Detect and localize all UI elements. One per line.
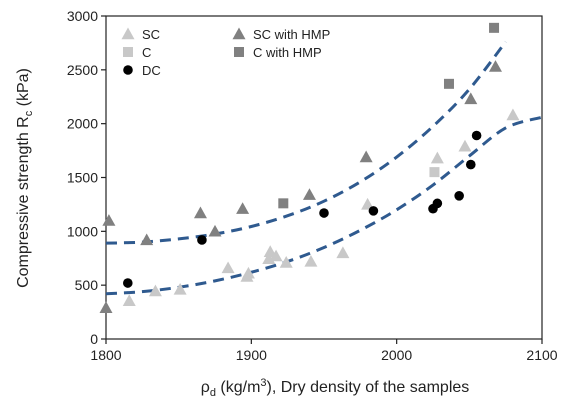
- data-points: [99, 22, 520, 313]
- y-axis-title: Compressive strength Rc (kPa): [15, 68, 35, 288]
- y-tick-label: 3000: [67, 8, 98, 24]
- trend-lines: [105, 40, 543, 296]
- data-point: [359, 150, 373, 163]
- data-point: [278, 198, 289, 209]
- y-tick-label: 0: [90, 331, 98, 347]
- legend-marker: [234, 47, 244, 57]
- legend-item: SC: [121, 27, 160, 42]
- data-point: [454, 191, 464, 201]
- data-point: [432, 198, 443, 209]
- y-tick-label: 1500: [67, 170, 98, 186]
- data-point: [506, 108, 520, 121]
- data-point: [368, 206, 379, 216]
- legend-label: C with HMP: [253, 45, 322, 60]
- x-tick-label: 2100: [526, 347, 557, 363]
- data-point: [319, 208, 329, 218]
- data-point: [471, 130, 482, 141]
- data-point: [102, 214, 116, 226]
- data-point: [263, 245, 277, 257]
- data-point: [269, 249, 283, 262]
- legend-item: C: [123, 45, 151, 60]
- y-tick-label: 1000: [67, 223, 98, 239]
- data-point: [236, 202, 250, 214]
- data-point: [302, 188, 316, 200]
- data-point: [279, 256, 293, 268]
- series-c-with-hmp: [278, 22, 500, 209]
- legend-label: SC: [142, 27, 160, 42]
- data-point: [361, 197, 375, 210]
- x-tick-label: 2000: [381, 347, 412, 363]
- series-dc: [123, 130, 482, 288]
- data-point: [464, 92, 478, 105]
- data-point: [221, 261, 235, 274]
- legend-item: DC: [123, 63, 161, 78]
- data-point: [489, 22, 500, 33]
- legend: SC C DC SC with HMP C with HMP: [121, 27, 330, 78]
- y-tick-label: 2000: [67, 116, 98, 132]
- data-point: [488, 60, 502, 72]
- legend-item: SC with HMP: [232, 27, 330, 42]
- legend-marker: [123, 47, 133, 57]
- data-point: [197, 235, 207, 245]
- y-tick-label: 2500: [67, 62, 98, 78]
- series-sc: [122, 108, 520, 306]
- data-point: [193, 206, 207, 219]
- legend-marker: [232, 27, 246, 40]
- series-c: [429, 167, 440, 178]
- legend-marker: [121, 27, 135, 40]
- data-point: [173, 282, 187, 295]
- data-point: [429, 167, 440, 178]
- plot-area: [105, 15, 543, 340]
- x-tick-label: 1900: [236, 347, 267, 363]
- y-tick-label: 500: [75, 277, 99, 293]
- data-point: [140, 233, 154, 246]
- data-point: [443, 78, 454, 89]
- trend-line-1: [105, 40, 507, 245]
- legend-label: C: [142, 45, 151, 60]
- x-axis-title: ρd (kg/m3), Dry density of the samples: [201, 377, 470, 399]
- data-point: [99, 301, 113, 313]
- data-point: [458, 139, 472, 152]
- legend-item: C with HMP: [234, 45, 322, 60]
- legend-marker: [123, 65, 133, 75]
- data-point: [208, 224, 222, 237]
- data-point: [430, 151, 444, 164]
- trend-line-2: [105, 115, 543, 296]
- data-point: [465, 159, 476, 170]
- data-point: [336, 246, 350, 259]
- data-point: [304, 254, 318, 267]
- axes: 1800 1900 2000 2100 0 500 1000 1500 2000 2500 3000: [67, 8, 558, 363]
- legend-label: DC: [142, 63, 161, 78]
- data-point: [148, 284, 162, 297]
- plot-frame: [105, 15, 543, 340]
- legend-label: SC with HMP: [253, 27, 330, 42]
- series-sc-with-hmp: [99, 60, 502, 313]
- x-tick-label: 1800: [90, 347, 121, 363]
- data-point: [241, 266, 255, 279]
- data-point: [123, 278, 133, 288]
- data-point: [122, 294, 136, 306]
